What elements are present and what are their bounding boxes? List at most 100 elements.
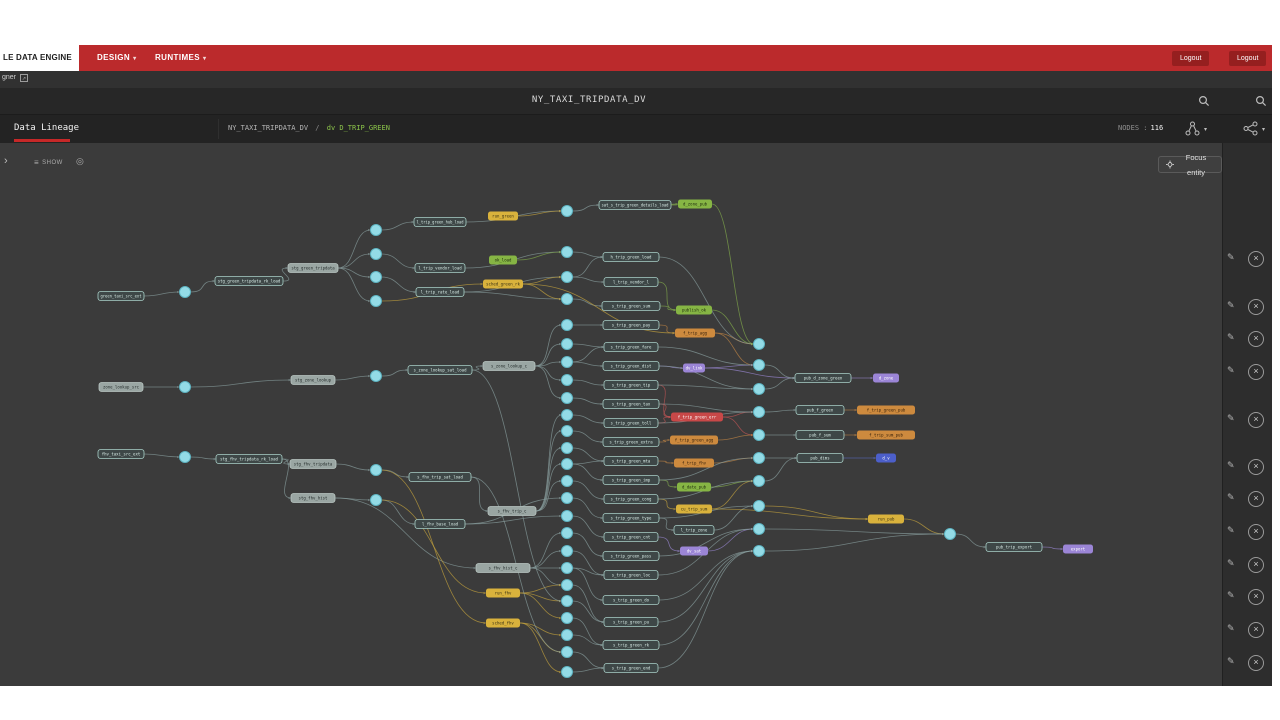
graph-node-c8[interactable]: [561, 374, 573, 386]
graph-node-p39[interactable]: s_trip_green_cnt: [603, 532, 659, 542]
nav-menu-design[interactable]: DESIGN ▾: [97, 45, 137, 71]
edit-icon[interactable]: ✎: [1227, 461, 1235, 471]
graph-node-p44[interactable]: s_trip_green_rk: [602, 640, 660, 650]
edit-icon[interactable]: ✎: [1227, 526, 1235, 536]
close-icon[interactable]: ×: [1248, 331, 1264, 347]
graph-node-r7[interactable]: [753, 475, 765, 487]
graph-node-p20[interactable]: l_fhv_base_load: [414, 519, 466, 529]
graph-node-p35[interactable]: s_trip_green_mta: [603, 456, 659, 466]
graph-node-c21[interactable]: [561, 595, 573, 607]
edit-icon[interactable]: ✎: [1227, 624, 1235, 634]
graph-node-p63[interactable]: pub_dims: [796, 453, 844, 463]
graph-node-p54[interactable]: cu_trip_sum: [676, 504, 712, 514]
expand-panel-icon[interactable]: ›: [4, 155, 8, 167]
graph-node-r2[interactable]: [753, 359, 765, 371]
lineage-direction-icon[interactable]: [1243, 121, 1258, 136]
graph-node-p12[interactable]: l_trip_rate_load: [415, 287, 465, 297]
lineage-layout-icon[interactable]: [1185, 121, 1200, 136]
graph-node-c10[interactable]: [561, 409, 573, 421]
graph-node-p59[interactable]: pub_f_green: [795, 405, 845, 415]
graph-node-p51[interactable]: f_trip_green_agg: [670, 435, 718, 445]
graph-node-p26[interactable]: l_trip_vendor_l: [603, 277, 659, 287]
graph-node-c12[interactable]: [561, 442, 573, 454]
graph-node-r3[interactable]: [753, 383, 765, 395]
lineage-canvas[interactable]: green_taxi_src_ext zone_lookup_src fhv_tax…: [0, 143, 1222, 686]
graph-node-e7[interactable]: [370, 295, 382, 307]
graph-node-p57[interactable]: pub_d_zone_green: [794, 373, 852, 383]
graph-node-c22[interactable]: [561, 612, 573, 624]
edit-icon[interactable]: ✎: [1227, 301, 1235, 311]
graph-node-c19[interactable]: [561, 562, 573, 574]
graph-node-e46[interactable]: [944, 528, 956, 540]
edit-icon[interactable]: ✎: [1227, 657, 1235, 667]
chevron-down-icon[interactable]: ▾: [1204, 127, 1208, 133]
graph-node-p25[interactable]: h_trip_green_load: [602, 252, 660, 262]
graph-node-p28[interactable]: s_trip_green_pay: [602, 320, 660, 330]
graph-node-c13[interactable]: [561, 458, 573, 470]
edit-icon[interactable]: ✎: [1227, 366, 1235, 376]
graph-node-p9[interactable]: stg_fhv_hist: [290, 493, 336, 503]
graph-node-p27[interactable]: s_trip_green_sum: [601, 301, 661, 311]
graph-node-e5[interactable]: [370, 248, 382, 260]
close-icon[interactable]: ×: [1248, 364, 1264, 380]
graph-node-c25[interactable]: [561, 666, 573, 678]
graph-node-p40[interactable]: s_trip_green_pass: [602, 551, 660, 561]
graph-node-p7[interactable]: stg_zone_lookup: [290, 375, 336, 385]
graph-node-p3[interactable]: fhv_taxi_src_ext: [97, 449, 145, 459]
graph-node-e9[interactable]: [370, 464, 382, 476]
graph-node-c14[interactable]: [561, 475, 573, 487]
graph-node-c16[interactable]: [561, 510, 573, 522]
graph-node-e1[interactable]: [179, 286, 191, 298]
graph-node-p34[interactable]: s_trip_green_extra: [602, 437, 660, 447]
graph-node-p10[interactable]: l_trip_green_hub_load: [413, 217, 467, 227]
graph-node-c20[interactable]: [561, 579, 573, 591]
graph-node-r6[interactable]: [753, 452, 765, 464]
graph-node-p13[interactable]: run_green: [488, 211, 518, 221]
graph-node-p41[interactable]: s_trip_green_loc: [603, 570, 659, 580]
graph-node-p50[interactable]: f_trip_green_err: [671, 412, 723, 422]
graph-node-p16[interactable]: s_zone_lookup_sat_load: [407, 365, 473, 375]
graph-node-p46[interactable]: d_zone_pub: [678, 199, 712, 209]
graph-node-e8[interactable]: [370, 370, 382, 382]
graph-node-r1[interactable]: [753, 338, 765, 350]
graph-node-p22[interactable]: run_fhv: [486, 588, 520, 598]
graph-node-r8[interactable]: [753, 500, 765, 512]
graph-node-p52[interactable]: f_trip_fhv: [674, 458, 714, 468]
graph-node-e6[interactable]: [370, 271, 382, 283]
graph-node-p67[interactable]: export: [1063, 544, 1093, 554]
graph-node-c17[interactable]: [561, 527, 573, 539]
graph-node-c5[interactable]: [561, 319, 573, 331]
graph-node-p60[interactable]: f_trip_green_pub: [857, 405, 915, 415]
graph-node-p8[interactable]: stg_fhv_tripdata: [289, 459, 337, 469]
graph-node-p21[interactable]: s_fhv_hist_c: [475, 563, 531, 573]
graph-node-r9[interactable]: [753, 523, 765, 535]
close-icon[interactable]: ×: [1248, 251, 1264, 267]
graph-node-p19[interactable]: s_fhv_trip_c: [487, 506, 537, 516]
graph-node-c4[interactable]: [561, 293, 573, 305]
edit-icon[interactable]: ✎: [1227, 333, 1235, 343]
graph-node-p55[interactable]: l_trip_zone: [673, 525, 715, 535]
graph-node-p36[interactable]: s_trip_green_imp: [602, 475, 660, 485]
graph-node-p56[interactable]: dv_sat: [680, 546, 708, 556]
graph-node-p58[interactable]: d_zone: [873, 373, 899, 383]
graph-node-e3[interactable]: [179, 451, 191, 463]
graph-node-p42[interactable]: s_trip_green_do: [602, 595, 660, 605]
graph-node-p29[interactable]: s_trip_green_fare: [603, 342, 659, 352]
edit-icon[interactable]: ✎: [1227, 253, 1235, 263]
graph-node-c2[interactable]: [561, 246, 573, 258]
close-icon[interactable]: ×: [1248, 589, 1264, 605]
graph-node-p30[interactable]: s_trip_green_dist: [602, 361, 660, 371]
logout-button-secondary[interactable]: Logout: [1229, 51, 1267, 66]
graph-node-c7[interactable]: [561, 356, 573, 368]
graph-node-e2[interactable]: [179, 381, 191, 393]
graph-node-c24[interactable]: [561, 646, 573, 658]
graph-node-r5[interactable]: [753, 429, 765, 441]
graph-node-c9[interactable]: [561, 392, 573, 404]
target-icon[interactable]: ◎: [76, 156, 84, 166]
close-icon[interactable]: ×: [1248, 655, 1264, 671]
edit-icon[interactable]: ✎: [1227, 559, 1235, 569]
graph-node-p38[interactable]: s_trip_green_type: [602, 513, 660, 523]
graph-node-c1[interactable]: [561, 205, 573, 217]
edit-icon[interactable]: ✎: [1227, 414, 1235, 424]
graph-node-p1[interactable]: green_taxi_src_ext: [97, 291, 145, 301]
